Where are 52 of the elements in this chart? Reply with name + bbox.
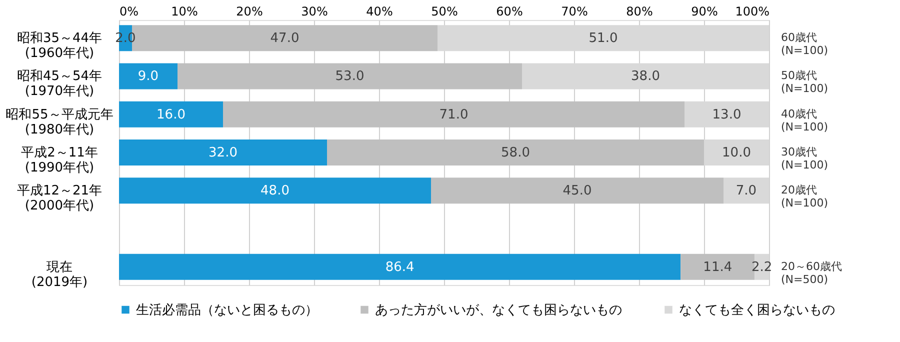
x-tick-label: 30% [301,4,328,18]
y-tick-label: 平成12～21年 (2000年代) [16,184,102,214]
bar [178,63,522,90]
bar [327,140,704,166]
x-tick-label: 50% [431,4,458,18]
legend-label: 生活必需品（ないと困るもの） [136,302,318,318]
data-label: 71.0 [439,107,468,122]
x-tick-label: 60% [496,4,523,18]
data-label: 45.0 [562,184,592,199]
data-label: 58.0 [501,146,530,160]
x-tick-label: 100% [735,4,770,18]
x-tick-label: 90% [691,4,718,18]
text: 20～60歳代 (N=500) [781,260,842,286]
data-label: 86.4 [385,260,414,275]
bar [119,140,327,166]
data-label: 9.0 [138,69,159,84]
data-label: 47.0 [270,31,300,46]
y-tick-label: 昭和45～54年 (1970年代) [16,69,102,100]
data-label: 53.0 [335,69,364,84]
x-tick-label: 0% [120,4,139,18]
text: 40歳代 (N=100) [781,107,828,134]
y-tick-label: 平成2～11年 (1990年代) [21,146,98,176]
data-label: 51.0 [588,31,618,46]
bar [119,101,223,128]
data-label: 7.0 [736,184,757,199]
y-tick-label: 現在 (2019年) [31,260,88,290]
data-label: 11.4 [703,260,732,275]
data-label: 13.0 [712,107,742,122]
data-label: 10.0 [722,146,751,160]
data-label: 16.0 [156,107,186,122]
text: 20歳代 (N=100) [781,184,828,210]
bar [119,254,681,280]
data-label: 48.0 [260,184,290,199]
x-tick-label: 20% [236,4,263,18]
data-label: 38.0 [631,69,660,84]
text: 50歳代 (N=100) [781,69,828,96]
bar [119,178,431,204]
text: 30歳代 (N=100) [781,146,828,172]
data-label: 32.0 [208,146,238,160]
x-tick-label: 10% [171,4,198,18]
legend-label: なくても全く困らないもの [679,302,835,318]
x-tick-label: 70% [561,4,588,18]
y-tick-label: 昭和55～平成元年 (1980年代) [6,107,114,138]
y-tick-label: 昭和35～44年 (1960年代) [16,31,102,62]
data-label: 2.2 [752,260,772,275]
bar [223,101,684,128]
legend-label: あった方がいいが、なくても困らないもの [375,302,622,318]
bar [119,63,178,90]
x-tick-label: 40% [366,4,393,18]
bar [431,178,724,204]
text: 60歳代 (N=100) [781,31,828,58]
x-tick-label: 80% [626,4,653,18]
